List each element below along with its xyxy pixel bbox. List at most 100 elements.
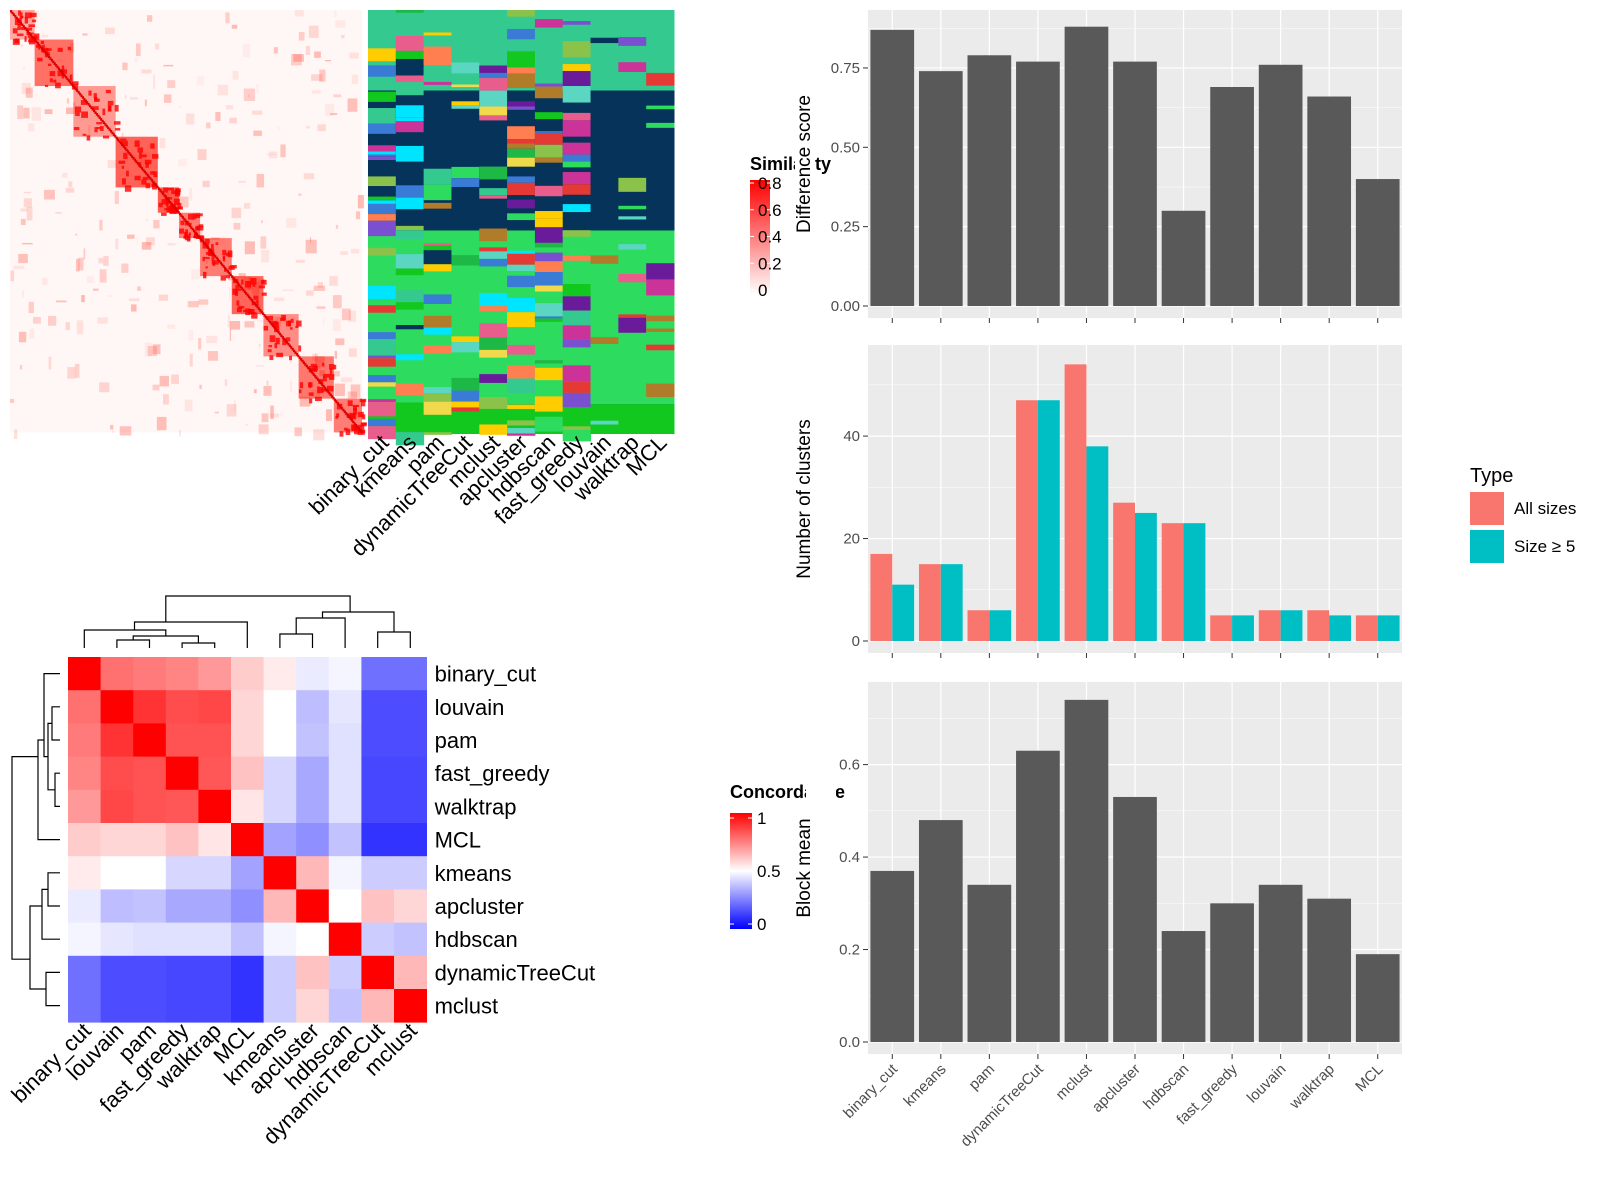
bar-mclust [1064,26,1109,307]
heat-cell-fast-greedy-kmeans [263,756,297,791]
heat-cell-binary-cut-dynamictreecut [361,657,395,691]
row-label-fast-greedy: fast_greedy [435,761,550,786]
dendrogram-branch [37,739,60,841]
bar-size-5-fast-greedy [1232,615,1254,641]
heat-cell-hdbscan-hdbscan [328,922,362,957]
heat-cell-pam-mcl [231,723,264,757]
bar-hdbscan [1161,931,1206,1042]
heat-cell-walktrap-mclust [394,789,427,824]
dendrogram-branch [47,872,60,907]
similarity-legend-tick: 0.8 [758,174,782,193]
legend-key-all-sizes [1470,492,1504,525]
concordance-dendrogram-left [11,672,60,1007]
y-tick-label: 0.2 [839,942,860,959]
heat-cell-hdbscan-pam [133,922,167,957]
dendrogram-branch [377,631,411,648]
heat-cell-dynamictreecut-fast-greedy [165,955,199,990]
heat-cell-apcluster-hdbscan [328,889,362,923]
heat-cell-kmeans-kmeans [263,856,297,890]
heat-cell-mclust-mcl [231,989,264,1023]
bar-size-5-kmeans [940,564,963,641]
similarity-legend-bar [750,180,770,295]
x-tick-label-apcluster: apcluster [1089,1061,1144,1116]
heat-cell-mclust-mclust [394,989,427,1023]
heat-cell-walktrap-apcluster [296,789,330,824]
heat-cell-mcl-louvain [100,823,134,857]
heat-cell-mclust-walktrap [198,989,232,1023]
heat-cell-fast-greedy-hdbscan [328,756,362,791]
heat-cell-dynamictreecut-apcluster [296,955,330,990]
heat-cell-mcl-mclust [394,823,427,857]
heat-cell-kmeans-binary-cut [68,856,101,890]
bar-size-5-mcl [1377,615,1400,641]
heat-cell-binary-cut-hdbscan [328,657,362,691]
heat-cell-louvain-mcl [231,690,264,724]
x-tick-label-mcl: MCL [1352,1061,1386,1095]
heat-cell-mcl-fast-greedy [165,823,199,857]
heat-cell-walktrap-fast-greedy [165,789,199,824]
bar-all-sizes-mclust [1064,364,1087,641]
heat-cell-binary-cut-louvain [100,657,134,691]
heat-cell-dynamictreecut-walktrap [198,955,232,990]
heat-cell-fast-greedy-dynamictreecut [361,756,395,791]
heat-cell-fast-greedy-apcluster [296,756,330,791]
heat-cell-walktrap-binary-cut [68,789,101,824]
y-tick-label: 0.25 [831,219,860,236]
row-label-mcl: MCL [435,828,481,853]
heat-cell-pam-kmeans [263,723,297,757]
heat-cell-mcl-hdbscan [328,823,362,857]
dendrogram-branch [41,888,60,940]
bar-size-5-hdbscan [1183,523,1206,641]
heat-cell-pam-mclust [394,723,427,757]
heat-cell-mcl-walktrap [198,823,232,857]
heat-cell-hdbscan-fast-greedy [165,922,199,957]
dendrogram-branch [11,755,38,960]
bar-louvain [1258,64,1303,306]
heat-cell-fast-greedy-binary-cut [68,756,101,791]
heat-cell-binary-cut-mcl [231,657,264,691]
concordance-dendrogram-top [83,595,411,648]
heat-cell-hdbscan-mcl [231,922,264,957]
type-legend-title: Type [1470,465,1513,487]
heat-cell-hdbscan-mclust [394,922,427,957]
heat-cell-mclust-hdbscan [328,989,362,1023]
bar-all-sizes-pam [967,610,990,641]
dendrogram-branch [295,617,346,648]
bar-all-sizes-louvain [1258,610,1281,641]
y-tick-label: 40 [843,428,860,445]
concordance-legend-bar [730,813,752,929]
heat-cell-hdbscan-walktrap [198,922,232,957]
y-tick-label: 0 [852,633,860,650]
heat-cell-kmeans-walktrap [198,856,232,890]
heat-cell-fast-greedy-louvain [100,756,134,791]
heat-cell-walktrap-hdbscan [328,789,362,824]
heat-cell-mclust-louvain [100,989,134,1023]
concordance-col-labels: binary_cutlouvainpamfast_greedywalktrapM… [6,1018,421,1149]
bar-all-sizes-mcl [1355,615,1378,641]
dendrogram-branch [83,629,167,648]
y-tick-label: 0.75 [831,60,860,77]
x-tick-label-walktrap: walktrap [1286,1061,1338,1113]
bar-fast-greedy [1210,87,1254,306]
heat-cell-walktrap-louvain [100,789,134,824]
dendrogram-branch [165,595,351,622]
heat-cell-walktrap-pam [133,789,167,824]
y-tick-label: 0.6 [839,757,860,774]
block-mean-chart: 0.0 0.2 0.4 0.6 binary_cut kmeans pamdynamicTr… [794,682,1402,1150]
heat-cell-hdbscan-dynamictreecut [361,922,395,957]
bar-all-sizes-apcluster [1113,502,1135,641]
heat-cell-binary-cut-mclust [394,657,427,691]
heat-cell-louvain-kmeans [263,690,297,724]
dendrogram-branch [321,611,395,632]
bar-mcl [1355,954,1400,1042]
row-label-binary-cut: binary_cut [435,662,537,687]
concordance-heatmap [68,657,427,1023]
heat-cell-dynamictreecut-louvain [100,955,134,990]
heat-cell-kmeans-louvain [100,856,134,890]
heat-cell-kmeans-mcl [231,856,264,890]
y-axis-title: Block mean [794,818,815,917]
heat-cell-fast-greedy-walktrap [198,756,232,791]
heat-cell-walktrap-walktrap [198,789,232,824]
row-label-dynamictreecut: dynamicTreeCut [435,960,596,985]
